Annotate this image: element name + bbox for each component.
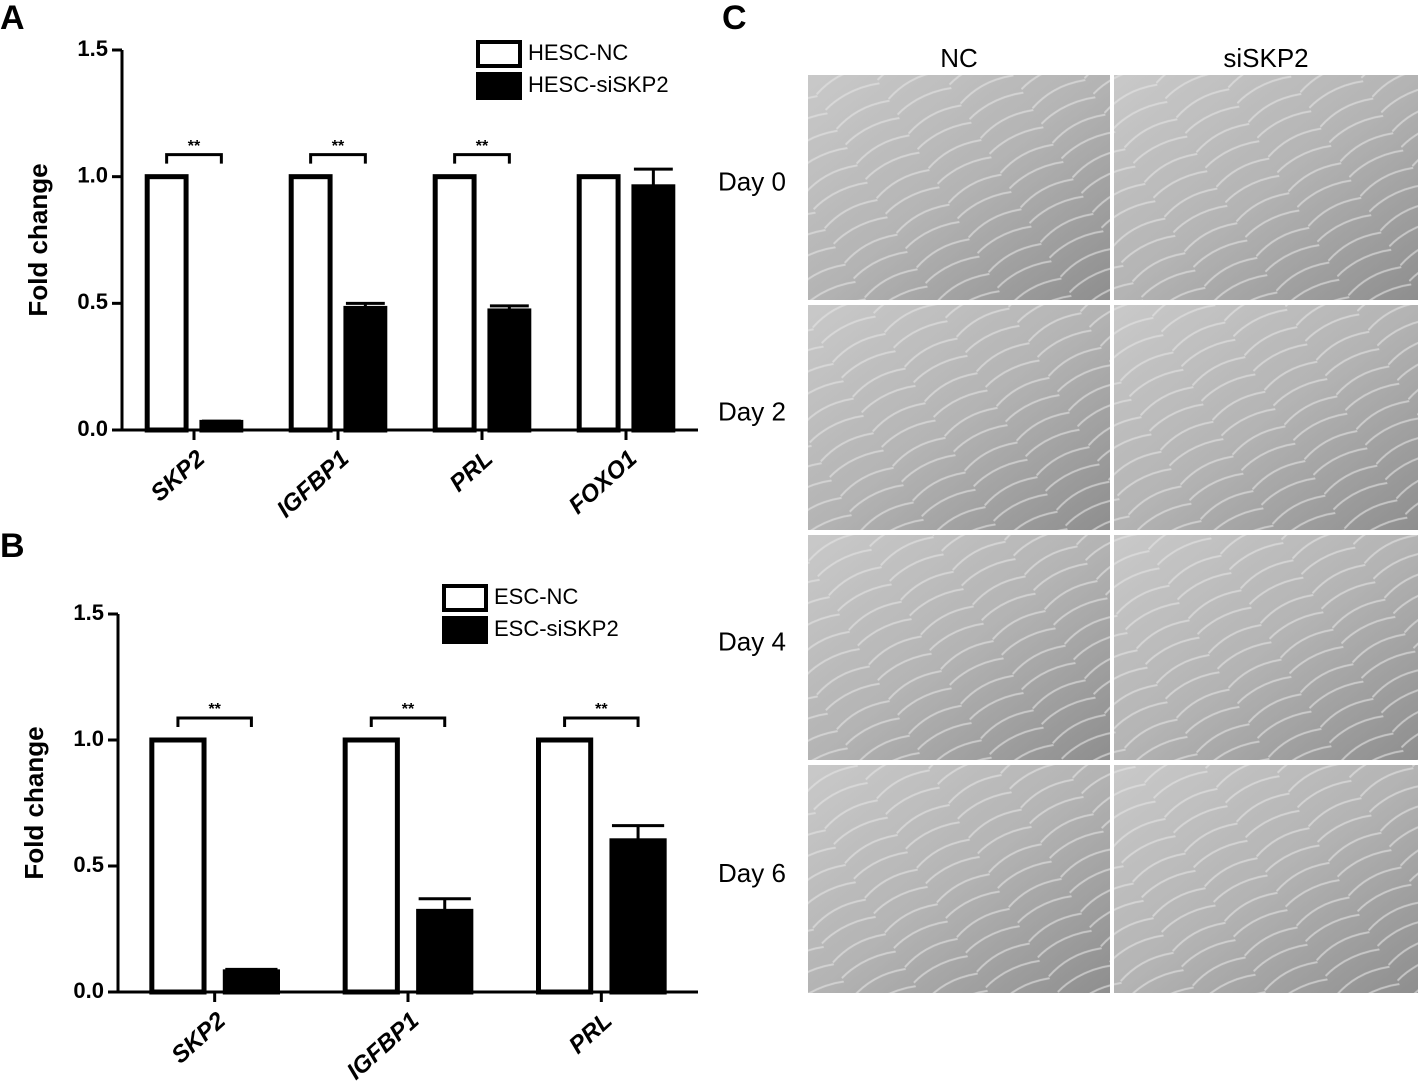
bar	[631, 184, 676, 433]
y-tick-label: 1.5	[73, 600, 104, 625]
bar	[416, 908, 474, 995]
significance-bracket	[165, 153, 223, 164]
bar	[487, 308, 532, 433]
significance-label: **	[332, 138, 345, 155]
micrograph-texture	[1114, 305, 1418, 530]
row-label: Day 4	[718, 626, 786, 656]
y-tick-label: 0.5	[73, 852, 104, 877]
significance-bracket	[309, 153, 367, 164]
y-tick-label: 1.0	[77, 162, 108, 187]
significance-bracket	[369, 716, 447, 727]
bar	[432, 174, 477, 433]
legend-swatch	[442, 616, 488, 644]
y-tick-label: 1.0	[73, 726, 104, 751]
x-tick-label: PRL	[445, 445, 499, 497]
legend-label: ESC-siSKP2	[494, 616, 619, 641]
x-tick-label: SKP2	[166, 1007, 231, 1069]
significance-label: **	[476, 138, 489, 155]
y-tick-label: 1.5	[77, 36, 108, 61]
legend-label: HESC-NC	[528, 40, 628, 65]
panel-label: B	[0, 527, 25, 565]
row-label: Day 0	[718, 166, 786, 196]
significance-label: **	[402, 701, 415, 718]
y-axis-label: Fold change	[23, 163, 53, 316]
bar	[609, 838, 667, 995]
legend-swatch	[476, 40, 522, 68]
micrograph-texture	[808, 535, 1110, 760]
micrograph-texture	[808, 765, 1110, 993]
significance-bracket	[563, 716, 640, 727]
y-tick-label: 0.0	[73, 978, 104, 1003]
micrograph-texture	[1114, 535, 1418, 760]
significance-label: **	[188, 138, 201, 155]
legend-label: ESC-NC	[494, 584, 578, 609]
bar	[199, 419, 244, 433]
legend-swatch	[476, 72, 522, 100]
column-label: siSKP2	[1223, 43, 1308, 73]
bar	[288, 174, 333, 433]
micrograph-texture	[808, 305, 1110, 530]
column-label: NC	[940, 43, 978, 73]
y-tick-label: 0.0	[77, 416, 108, 441]
x-tick-label: FOXO1	[564, 445, 643, 520]
bar	[536, 737, 594, 995]
significance-label: **	[595, 701, 608, 718]
significance-bracket	[453, 153, 511, 164]
bar	[343, 305, 388, 433]
panel-label: A	[0, 0, 25, 37]
x-tick-label: SKP2	[146, 445, 211, 507]
bar	[576, 174, 621, 433]
y-tick-label: 0.5	[77, 289, 108, 314]
bar	[342, 737, 400, 995]
bar	[149, 737, 207, 995]
row-label: Day 2	[718, 396, 786, 426]
micrograph-texture	[1114, 765, 1418, 993]
legend-swatch	[442, 584, 488, 612]
significance-bracket	[176, 716, 253, 727]
bar	[144, 174, 189, 433]
x-tick-label: PRL	[564, 1007, 618, 1059]
micrograph-texture	[1114, 75, 1418, 300]
row-label: Day 6	[718, 858, 786, 888]
legend-label: HESC-siSKP2	[528, 72, 669, 97]
x-tick-label: IGFBP1	[272, 445, 354, 523]
bar	[222, 969, 281, 995]
significance-label: **	[208, 701, 221, 718]
x-tick-label: IGFBP1	[342, 1007, 424, 1085]
micrograph-texture	[808, 75, 1110, 300]
y-axis-label: Fold change	[19, 726, 49, 879]
panel-label: C	[722, 0, 747, 37]
